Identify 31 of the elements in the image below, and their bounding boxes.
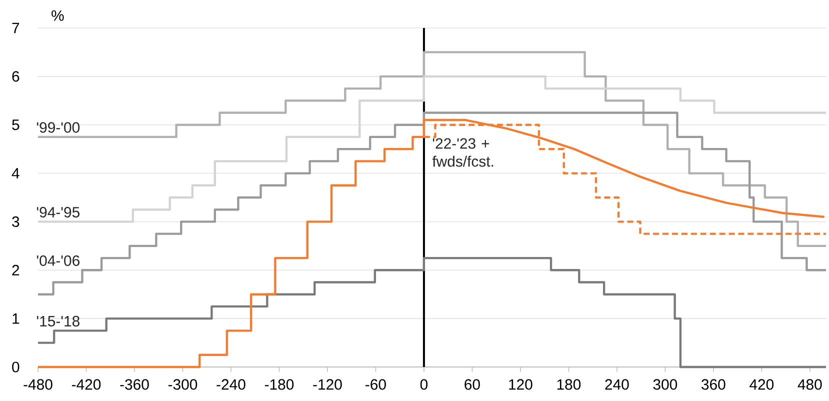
x-tick-label: 480 [798,379,822,390]
x-tick-label: 240 [605,379,629,390]
y-tick-label: 3 [12,216,20,227]
y-tick-label: 0 [12,362,20,372]
y-tick-label: 6 [12,71,20,82]
series-label: '99-'00 [36,122,80,133]
y-tick-label: 7 [12,22,20,34]
x-tick-label: -300 [168,379,198,390]
x-tick-label: 300 [653,379,678,390]
series-label: '22-'23 + fwds/fcst. [432,138,494,167]
x-tick-label: -120 [313,379,342,390]
y-tick-label: 5 [12,120,20,130]
y-tick-label: 2 [12,264,20,276]
x-tick-label: -360 [120,379,149,390]
series-label: '04-'06 [36,255,80,266]
x-tick-label: -240 [216,379,246,390]
x-tick-label: 420 [750,379,774,390]
x-tick-label: 120 [509,379,532,390]
y-tick-label: 4 [12,168,20,178]
x-tick-label: 60 [464,379,480,390]
x-tick-label: 360 [702,379,726,390]
series-label: '15-'18 [36,316,80,326]
x-tick-label: -180 [264,379,294,390]
y-tick-label: 1 [12,313,20,324]
y-axis-title: % [52,10,64,21]
x-tick-label: -60 [366,379,386,390]
x-tick-label: 0 [420,379,428,390]
series-label: '94-'95 [36,206,80,218]
x-tick-label: 180 [557,379,581,390]
x-tick-label: -480 [24,379,52,390]
x-tick-label: -420 [72,379,101,390]
